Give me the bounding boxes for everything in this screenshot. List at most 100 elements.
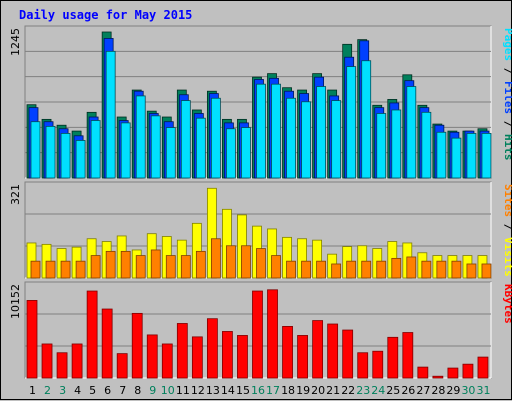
bar-sites: [286, 260, 296, 279]
bar-pages: [90, 120, 101, 179]
bar-kbytes: [387, 336, 399, 379]
x-tick-label: 8: [134, 384, 141, 397]
bar-pages: [135, 95, 146, 179]
bar-pages: [481, 133, 492, 179]
y-max-label: 1245: [9, 28, 22, 56]
bar-sites: [346, 260, 357, 279]
bar-sites: [451, 260, 462, 279]
bar-sites: [210, 238, 221, 279]
x-tick-label: 4: [74, 384, 81, 397]
bar-pages: [256, 83, 266, 179]
bar-sites: [45, 260, 56, 279]
bar-kbytes: [327, 323, 339, 379]
chart-title: Daily usage for May 2015: [19, 8, 193, 22]
bar-pages: [451, 137, 462, 179]
y-max-label: 321: [9, 184, 22, 205]
bar-sites: [90, 255, 101, 279]
bar-sites: [30, 260, 41, 279]
bar-kbytes: [267, 289, 278, 379]
bar-kbytes: [206, 318, 218, 379]
bar-kbytes: [222, 331, 233, 379]
x-tick-label: 25: [386, 384, 400, 397]
bar-pages: [150, 115, 161, 179]
bar-sites: [120, 250, 131, 279]
bar-pages: [226, 128, 236, 179]
bar-sites: [105, 250, 116, 279]
bar-kbytes: [372, 350, 384, 379]
bar-sites: [421, 260, 432, 279]
legend-label-files: Files: [502, 81, 512, 114]
bar-pages: [391, 109, 402, 179]
bar-pages: [120, 122, 131, 179]
legend-kbytes: KBytes: [502, 284, 512, 324]
x-tick-label: 16: [251, 384, 265, 397]
bar-sites: [150, 249, 161, 279]
x-tick-label: 24: [371, 384, 385, 397]
bar-sites: [256, 248, 266, 279]
x-tick-label: 28: [431, 384, 445, 397]
legend-visits-sites: Sites / Visits: [502, 184, 512, 277]
bar-kbytes: [282, 326, 293, 379]
x-tick-label: 7: [119, 384, 126, 397]
bar-sites: [75, 260, 86, 279]
y-max-label: 10152: [9, 284, 22, 319]
bar-kbytes: [342, 329, 354, 379]
bar-kbytes: [116, 353, 128, 379]
x-tick-label: 21: [326, 384, 340, 397]
bar-kbytes: [146, 334, 158, 379]
bar-pages: [436, 131, 447, 179]
bar-kbytes: [462, 363, 474, 379]
bar-pages: [75, 140, 86, 179]
legend-label-kbytes: KBytes: [502, 284, 512, 324]
bar-pages: [271, 83, 281, 179]
bar-kbytes: [176, 323, 188, 379]
x-tick-label: 15: [236, 384, 250, 397]
bar-pages: [466, 133, 477, 179]
bar-kbytes: [357, 352, 369, 379]
x-tick-label: 12: [191, 384, 205, 397]
bar-kbytes: [191, 336, 203, 379]
bar-kbytes: [41, 343, 53, 379]
legend-label-hits: Hits: [502, 134, 512, 161]
x-tick-label: 11: [176, 384, 190, 397]
bar-sites: [406, 256, 417, 279]
legend-label-visits: Visits: [502, 237, 512, 277]
x-tick-label: 14: [221, 384, 235, 397]
bar-sites: [60, 260, 71, 279]
x-tick-label: 22: [341, 384, 355, 397]
bar-pages: [421, 111, 432, 179]
bar-sites: [226, 245, 236, 279]
bar-sites: [376, 260, 387, 279]
bar-kbytes: [447, 367, 459, 379]
bar-sites: [241, 245, 251, 279]
bar-kbytes: [56, 352, 68, 379]
bar-kbytes: [237, 335, 248, 379]
bar-sites: [331, 263, 342, 279]
bar-sites: [481, 263, 492, 279]
bar-sites: [180, 255, 191, 279]
bar-sites: [271, 255, 281, 279]
bar-kbytes: [297, 335, 308, 379]
x-tick-label: 17: [266, 384, 280, 397]
x-tick-label: 2: [44, 384, 51, 397]
bar-kbytes: [252, 290, 263, 379]
bar-pages: [45, 126, 56, 179]
bar-kbytes: [131, 312, 143, 379]
legend-hits-files-pages: Pages / Files / Hits: [502, 28, 512, 161]
bar-pages: [286, 97, 296, 179]
legend-label-pages: Pages: [502, 28, 512, 61]
x-tick-label: 13: [206, 384, 220, 397]
x-tick-label: 30: [461, 384, 475, 397]
x-tick-label: 27: [416, 384, 430, 397]
bar-kbytes: [26, 300, 38, 379]
x-tick-label: 6: [104, 384, 111, 397]
bar-kbytes: [402, 332, 414, 379]
bar-kbytes: [477, 356, 489, 379]
bar-pages: [406, 86, 417, 179]
x-tick-label: 1: [29, 384, 36, 397]
bar-sites: [165, 255, 176, 279]
bar-pages: [346, 66, 357, 179]
bar-sites: [316, 260, 327, 279]
